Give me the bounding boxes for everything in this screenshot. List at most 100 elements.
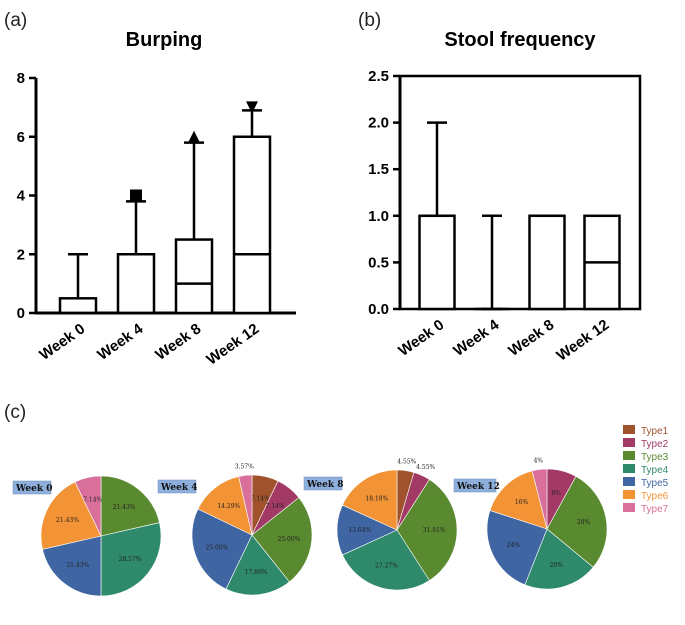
pie-week-label: Week 12	[456, 482, 500, 492]
x-category-label: Week 0	[395, 316, 447, 359]
pie-slice-label: 21.43%	[66, 562, 89, 569]
box-iqr	[232, 135, 272, 315]
pie-slice	[197, 476, 253, 536]
box-iqr	[116, 253, 156, 315]
pie-slice-label: 28.57%	[119, 556, 142, 563]
y-tick-label: 1.5	[368, 161, 389, 178]
legend-swatch	[623, 438, 635, 447]
outlier-marker	[246, 101, 258, 114]
pie-slice	[100, 475, 160, 537]
pie-slice-label: 18.18%	[365, 496, 388, 503]
y-tick-label: 0.0	[368, 301, 389, 318]
y-tick-label: 0.5	[368, 254, 389, 271]
legend-label: Type4	[641, 465, 669, 476]
legend-label: Type7	[641, 504, 669, 515]
panel-label-c: (c)	[4, 402, 26, 423]
stool-frequency-chart-title: Stool frequency	[444, 29, 596, 51]
panel-label-a: (a)	[4, 10, 27, 31]
legend-label: Type6	[641, 491, 669, 502]
pie-slice-label: 27.27%	[375, 563, 398, 570]
y-tick-label: 4	[17, 188, 26, 205]
pie-week-label-box	[303, 476, 343, 491]
pie-slice-label: 28%	[577, 519, 591, 526]
stool-frequency-chart: Stool frequency 0.0 0.5 1.0 1.5 2.0 2.5 Week 0…	[368, 29, 642, 365]
burping-chart-title: Burping	[126, 29, 203, 51]
pie-slice-label: 4.55%	[397, 459, 416, 466]
plot-frame	[398, 74, 642, 311]
pie-slice-label: 25.00%	[278, 536, 301, 543]
y-tick-label: 1.0	[368, 208, 389, 225]
pie-slice	[342, 529, 430, 591]
outlier-marker	[130, 189, 142, 202]
pie-slice-label: 4.55%	[416, 464, 435, 471]
pie-week-label: Week 8	[306, 480, 343, 490]
pie-week-label-box	[157, 479, 197, 494]
pie-slice	[238, 474, 253, 536]
pie-slice-label: 16%	[515, 499, 529, 506]
legend-label: Type5	[641, 478, 669, 489]
legend-label: Type1	[641, 426, 669, 437]
pie-slice-label: 7.14%	[251, 496, 270, 503]
pie-slice	[524, 528, 594, 590]
box-iqr	[58, 297, 98, 315]
pie-slice	[342, 469, 398, 531]
pie-week-label-box	[12, 480, 52, 495]
x-category-label: Week 0	[36, 320, 88, 363]
legend-label: Type3	[641, 452, 669, 463]
pie-slice-label: 31.81%	[423, 527, 446, 534]
pie-slice	[546, 476, 608, 568]
legend-swatch	[623, 477, 635, 486]
burping-chart: Burping 0 2 4 6 8 Week 0 Week 4 Week 8 Week 12	[17, 29, 296, 369]
pie-slice-label: 14.29%	[217, 503, 240, 510]
pie-slice-label: 8%	[551, 490, 561, 497]
pie-slice-label: 7.14%	[83, 497, 102, 504]
pie-slice-label: 3.57%	[235, 463, 254, 470]
pie-slice-label: 20%	[550, 562, 564, 569]
x-category-label: Week 8	[152, 320, 204, 363]
pie-slice	[531, 468, 548, 530]
pie-slice-label: 13.64%	[348, 527, 371, 534]
pie-slice	[74, 475, 102, 537]
pie-slice-label: 21.43%	[56, 517, 79, 524]
legend-label: Type2	[641, 439, 669, 450]
x-category-label: Week 8	[505, 316, 557, 359]
pie-slice-label: 4%	[534, 458, 544, 465]
legend-swatch	[623, 425, 635, 434]
panel-label-b: (b)	[358, 10, 381, 31]
pie-slice	[489, 470, 548, 530]
y-tick-label: 2.5	[368, 68, 389, 85]
pie-slice	[225, 534, 290, 596]
pie-slice	[191, 508, 253, 590]
box-iqr	[174, 238, 214, 315]
x-category-label: Week 4	[450, 316, 502, 360]
box-iqr	[418, 214, 456, 311]
pie-slice-label: 7.14%	[266, 503, 285, 510]
y-tick-label: 6	[17, 129, 25, 146]
legend-swatch	[623, 490, 635, 499]
pie-week-label: Week 4	[160, 483, 197, 493]
pie-week-label-box	[453, 478, 497, 493]
y-tick-label: 0	[17, 305, 25, 322]
pie-slice-label: 17.86%	[245, 569, 268, 576]
y-tick-label: 2	[17, 246, 25, 263]
x-category-label: Week 12	[554, 316, 613, 364]
pie-slice	[100, 522, 162, 597]
x-category-label: Week 12	[204, 320, 263, 368]
pie-week-label: Week 0	[15, 484, 52, 494]
pie-slice	[42, 535, 102, 597]
legend-swatch	[623, 464, 635, 473]
pie-slice	[40, 481, 102, 550]
y-tick-label: 8	[17, 70, 25, 87]
pie-slice-label: 25.00%	[205, 544, 228, 551]
pie-slice	[486, 510, 548, 586]
pie-legend: Type1 Type2 Type3 Type4 Type5 Type6 Type7	[623, 425, 669, 515]
pie-slice	[396, 479, 458, 581]
x-category-label: Week 4	[94, 320, 146, 364]
pie-slice-label: 21.43%	[113, 504, 136, 511]
legend-swatch	[623, 451, 635, 460]
pie-slice-label: 24%	[507, 542, 521, 549]
stool-type-pie-charts: Week 0 21.43% 28.57% 21.43% 21.43% 7.14% Week …	[12, 425, 669, 597]
box-iqr	[528, 214, 566, 311]
outlier-marker	[188, 130, 200, 143]
